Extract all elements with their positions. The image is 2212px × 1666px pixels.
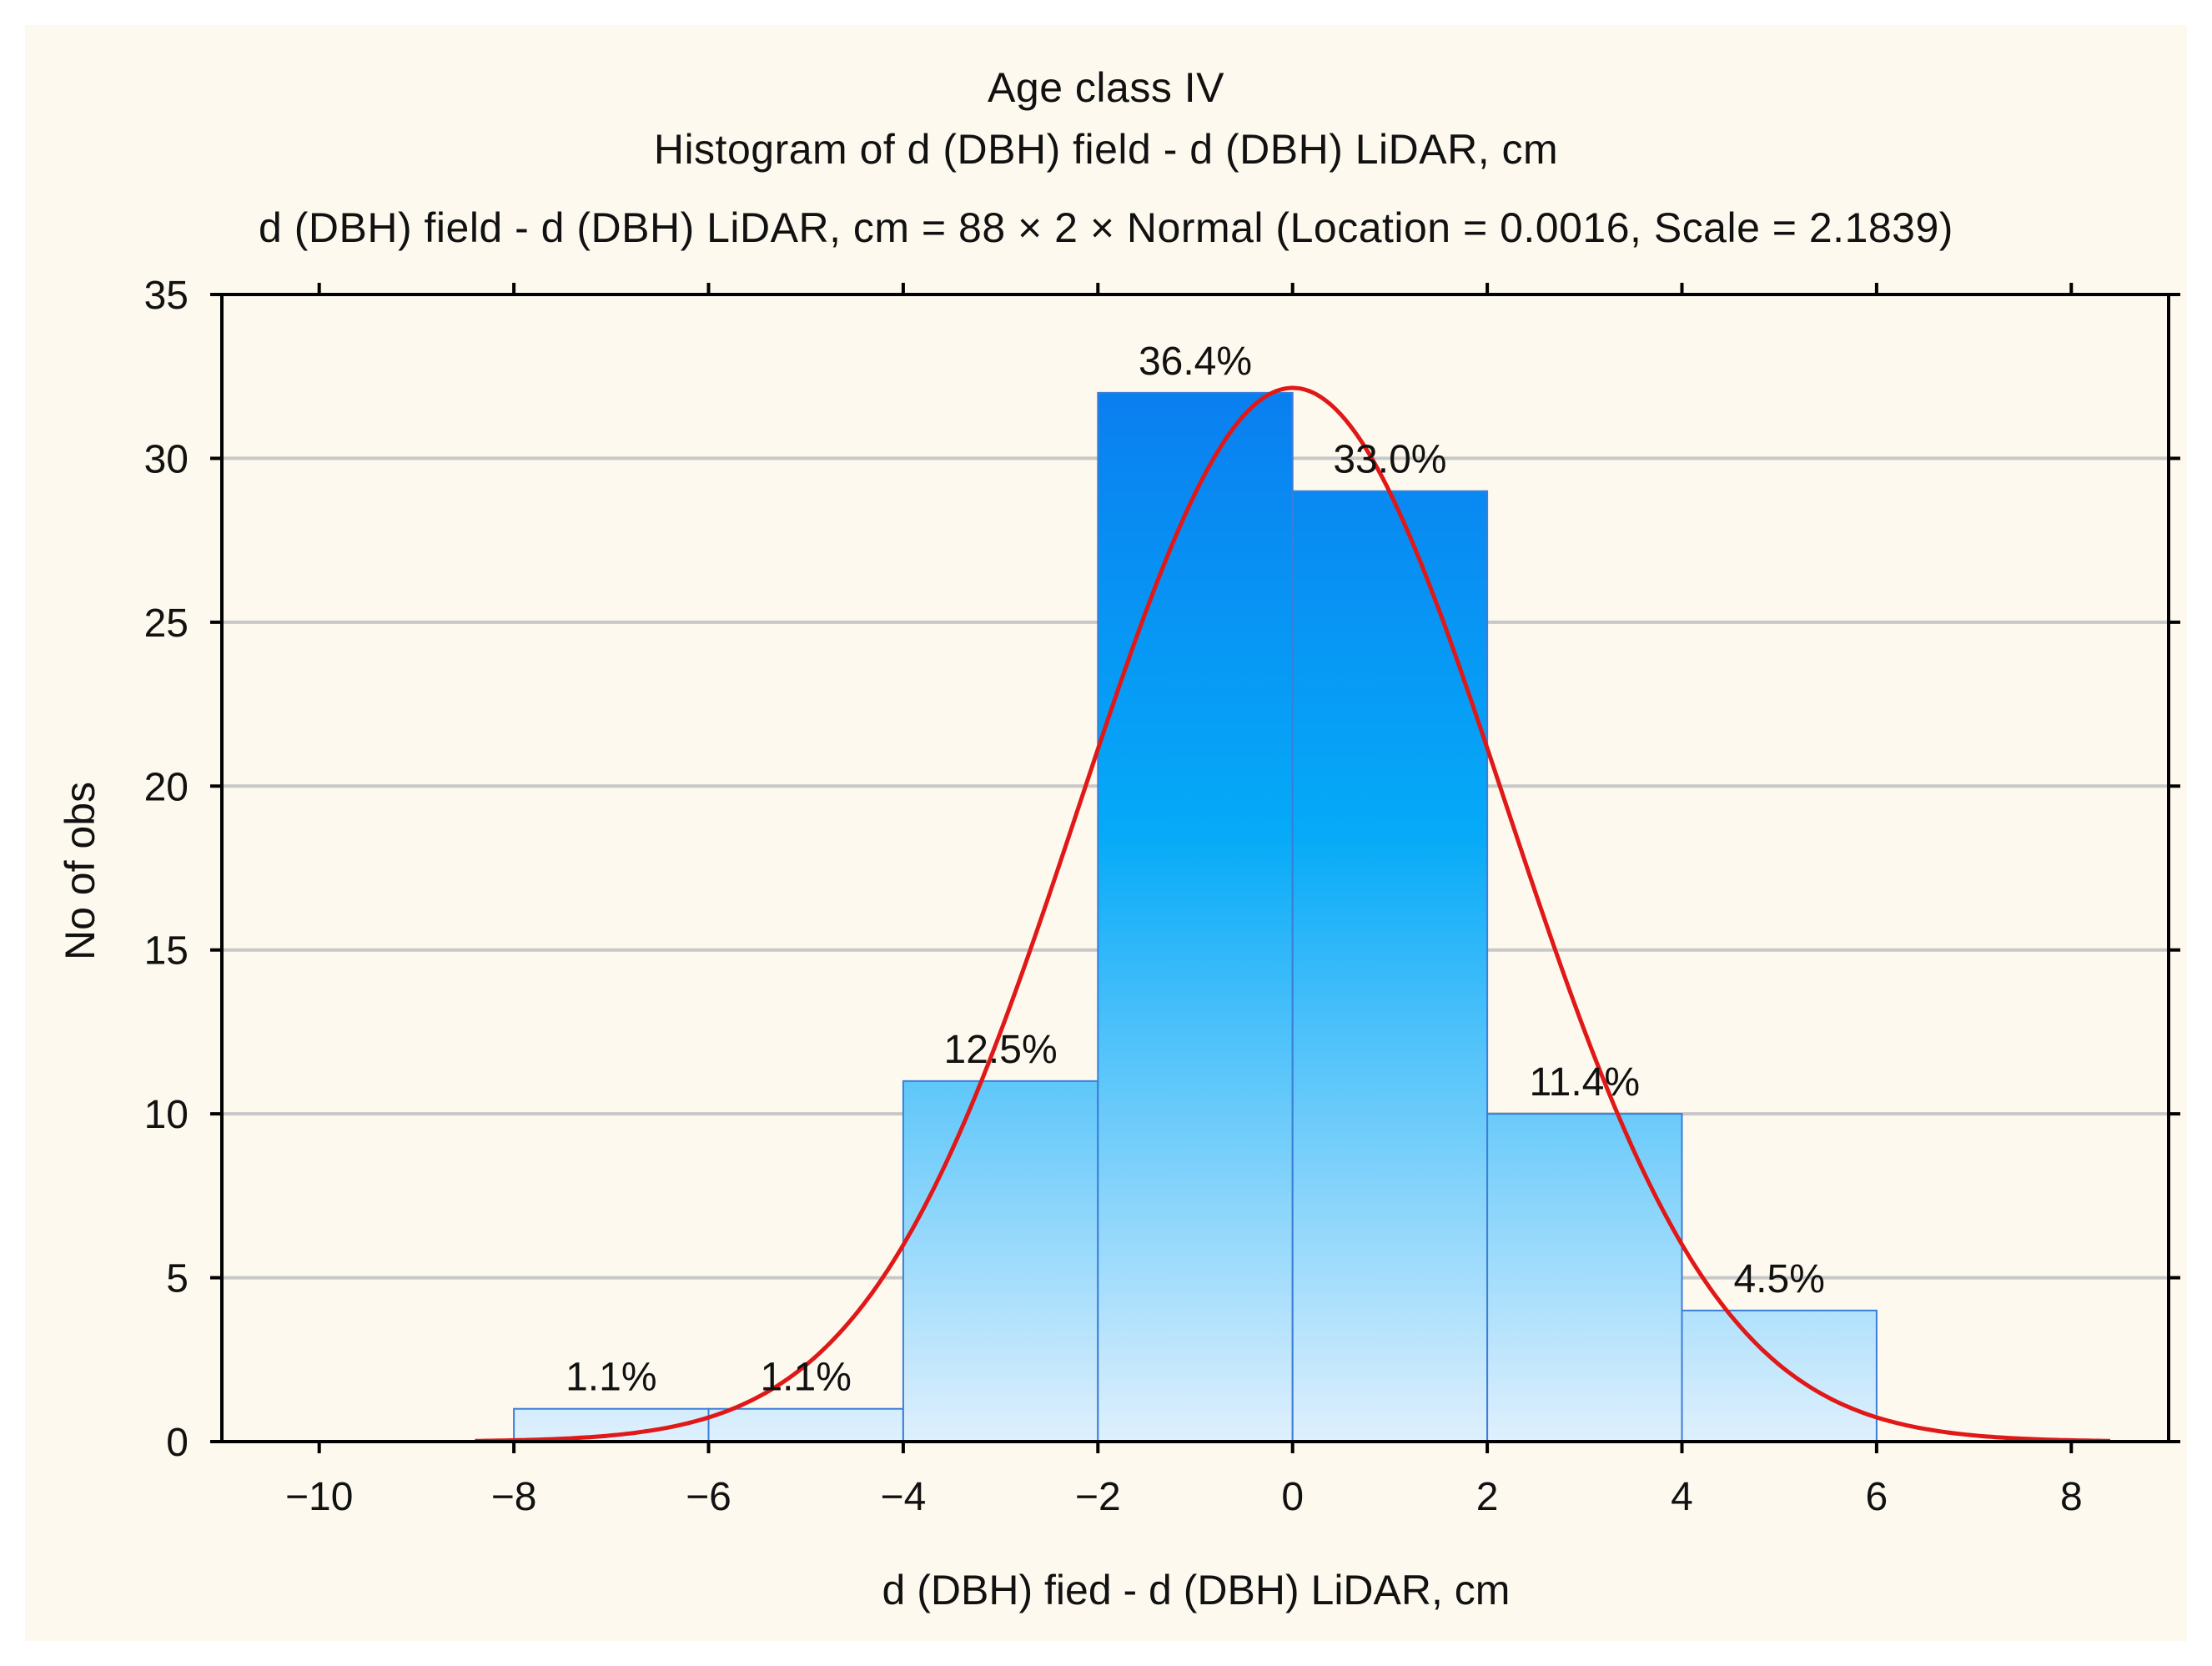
bar-percent-label: 11.4% — [1530, 1060, 1641, 1105]
histogram-bar — [1291, 490, 1489, 1443]
histogram-bar — [1681, 1309, 1878, 1443]
bar-percent-label: 33.0% — [1333, 438, 1446, 482]
histogram-bars — [513, 391, 1878, 1443]
x-tick-label: 8 — [2060, 1475, 2083, 1519]
x-tick-label: 6 — [1866, 1475, 1888, 1519]
y-tick-label: 0 — [166, 1421, 189, 1465]
y-tick-label: 30 — [144, 437, 189, 481]
bar-percent-label: 4.5% — [1733, 1257, 1824, 1301]
x-tick-label: −4 — [881, 1475, 927, 1519]
bar-percent-label: 12.5% — [944, 1028, 1058, 1072]
histogram-bar — [707, 1407, 904, 1442]
axes: 0 5 10 15 20 25 30 35 −10 −8 −6 −4 −2 0 2 4 6 8 — [144, 274, 2180, 1519]
x-axis-label: d (DBH) fied - d (DBH) LiDAR, cm — [882, 1567, 1511, 1613]
histogram-bar — [1486, 1113, 1683, 1442]
x-tick-label: −2 — [1075, 1475, 1121, 1519]
x-tick-label: 0 — [1281, 1475, 1304, 1519]
x-tick-label: 4 — [1671, 1475, 1693, 1519]
y-tick-label: 10 — [144, 1093, 189, 1137]
y-tick-label: 5 — [166, 1257, 189, 1301]
bar-percent-label: 1.1% — [760, 1356, 851, 1400]
histogram-bar — [1097, 391, 1294, 1442]
y-tick-label: 35 — [144, 274, 189, 318]
bar-labels: 1.1% 1.1% 12.5% 36.4% 33.0% 11.4% 4.5% — [566, 340, 1825, 1400]
y-tick-label: 25 — [144, 601, 189, 646]
normal-fit-curve — [475, 385, 2110, 1443]
bar-percent-label: 36.4% — [1139, 340, 1252, 384]
y-tick-label: 20 — [144, 765, 189, 809]
plot-frame — [220, 293, 2170, 1443]
chart-subtitle: Histogram of d (DBH) field - d (DBH) LiD… — [653, 126, 1559, 173]
fit-equation: d (DBH) field - d (DBH) LiDAR, cm = 88 ×… — [259, 204, 1953, 251]
x-tick-label: −8 — [491, 1475, 537, 1519]
x-tick-label: −6 — [686, 1475, 731, 1519]
bar-percent-label: 1.1% — [566, 1356, 656, 1400]
y-tick-label: 15 — [144, 929, 189, 974]
normal-curve-line — [475, 385, 2110, 1443]
x-tick-label: −10 — [285, 1475, 353, 1519]
x-tick-label: 2 — [1476, 1475, 1499, 1519]
chart-title: Age class IV — [988, 64, 1224, 111]
histogram-bar — [902, 1080, 1099, 1443]
y-axis-label: No of obs — [57, 782, 103, 960]
